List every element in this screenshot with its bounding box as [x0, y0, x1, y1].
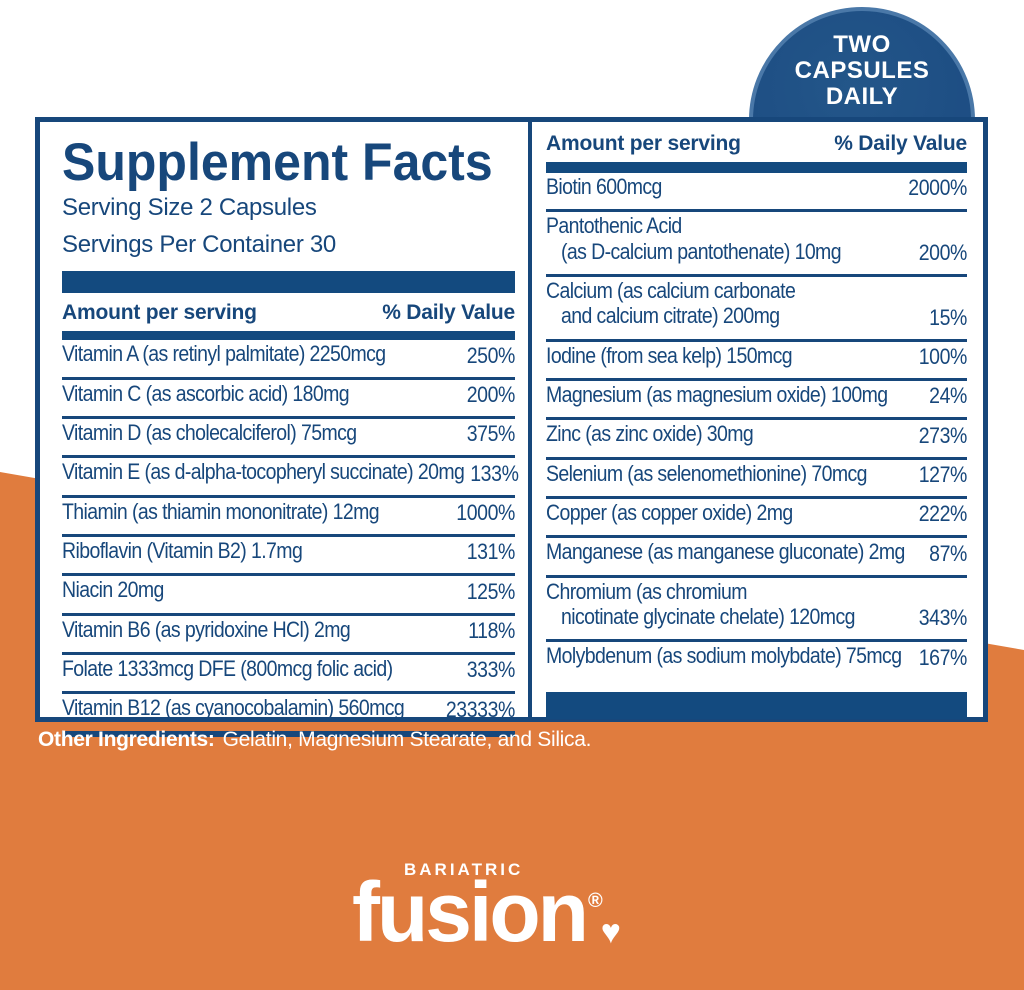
daily-value: 250%: [466, 343, 516, 369]
nutrient-name: Pantothenic Acid (as D-calcium pantothena…: [546, 214, 842, 265]
table-row: Copper (as copper oxide) 2mg 222%: [546, 499, 968, 539]
right-column: Amount per serving % Daily Value Biotin …: [528, 122, 983, 719]
table-row: Zinc (as zinc oxide) 30mg 273%: [546, 420, 968, 460]
nutrient-name: Selenium (as selenomethionine) 70mcg: [546, 461, 868, 487]
left-column-header: Amount per serving % Daily Value: [62, 293, 515, 341]
daily-value: 2000%: [908, 176, 967, 202]
nutrient-name: Vitamin A (as retinyl palmitate) 2250mcg: [62, 342, 386, 367]
left-table-rows: Vitamin A (as retinyl palmitate) 2250mcg…: [62, 340, 519, 737]
daily-value: 131%: [466, 540, 516, 566]
serving-size: Serving Size 2 Capsules: [62, 194, 317, 221]
nutrient-name: Vitamin E (as d-alpha-tocopheryl succina…: [62, 460, 465, 485]
table-row: Pantothenic Acid (as D-calcium pantothena…: [546, 212, 968, 278]
registered-trademark-icon: ®: [587, 890, 603, 912]
table-row: Molybdenum (as sodium molybdate) 75mcg 16…: [546, 642, 967, 678]
nutrient-name: Vitamin C (as ascorbic acid) 180mg: [62, 381, 350, 407]
daily-value: 222%: [918, 502, 968, 528]
daily-value: 273%: [918, 423, 968, 449]
daily-value: 133%: [470, 461, 519, 487]
table-row: Folate 1333mcg DFE (800mcg folic acid) 33…: [62, 655, 516, 695]
daily-value: 127%: [918, 463, 968, 488]
nutrient-name: Calcium (as calcium carbonate and calcium…: [546, 278, 796, 330]
daily-value: 24%: [929, 384, 967, 410]
other-ingredients-label: Other Ingredients:: [38, 728, 215, 751]
table-row: Iodine (from sea kelp) 150mcg 100%: [546, 342, 968, 382]
table-row: Manganese (as manganese gluconate) 2mg 87…: [546, 538, 967, 578]
table-row: Magnesium (as magnesium oxide) 100mg 24%: [546, 381, 967, 421]
nutrient-name: Iodine (from sea kelp) 150mcg: [546, 343, 793, 369]
table-row: Vitamin C (as ascorbic acid) 180mg 200%: [62, 380, 515, 419]
daily-value: 200%: [466, 382, 516, 408]
daily-value: 125%: [466, 579, 516, 605]
nutrient-name: Riboflavin (Vitamin B2) 1.7mg: [62, 538, 303, 564]
table-row: Biotin 600mcg 2000%: [546, 173, 967, 213]
table-row: Calcium (as calcium carbonate and calcium…: [546, 277, 967, 342]
nutrient-name: Vitamin B12 (as cyanocobalamin) 560mcg: [62, 696, 405, 722]
daily-value: 118%: [468, 618, 515, 644]
brand-wordmark: fusion ®♥: [352, 870, 623, 954]
table-row: Chromium (as chromium nicotinate glycinat…: [546, 578, 967, 643]
brand-name-top: BARIATRIC: [404, 860, 524, 879]
nutrient-name: Zinc (as zinc oxide) 30mg: [546, 422, 754, 448]
daily-value: 100%: [918, 345, 968, 370]
daily-value: 167%: [918, 645, 968, 671]
nutrient-name: Vitamin B6 (as pyridoxine HCl) 2mg: [62, 617, 351, 643]
daily-value: 200%: [918, 241, 968, 266]
nutrient-name: Molybdenum (as sodium molybdate) 75mcg: [546, 644, 902, 670]
brand-wordmark-text: fusion: [352, 865, 589, 959]
nutrient-name: Niacin 20mg: [62, 578, 164, 603]
bottom-divider-bar: [546, 691, 967, 719]
daily-value-header: % Daily Value: [382, 301, 515, 325]
heart-icon: ♥: [600, 913, 621, 951]
nutrient-name: Biotin 600mcg: [546, 174, 662, 200]
daily-value: 375%: [466, 422, 516, 448]
badge-line-3: DAILY: [825, 83, 899, 110]
daily-value: 87%: [929, 541, 967, 567]
nutrient-name: Manganese (as manganese gluconate) 2mg: [546, 540, 905, 566]
panel-title: Supplement Facts: [62, 132, 493, 192]
servings-per-container: Servings Per Container 30: [62, 231, 336, 259]
daily-value: 15%: [929, 305, 967, 331]
table-row: Thiamin (as thiamin mononitrate) 12mg 100…: [62, 498, 515, 537]
table-row: Niacin 20mg 125%: [62, 576, 516, 616]
other-ingredients: Other Ingredients: Gelatin, Magnesium Ste…: [38, 728, 591, 752]
nutrient-name: Folate 1333mcg DFE (800mcg folic acid): [62, 656, 393, 682]
nutrient-name: Magnesium (as magnesium oxide) 100mg: [546, 382, 888, 408]
right-column-header: Amount per serving % Daily Value: [546, 126, 967, 173]
right-table-rows: Biotin 600mcg 2000% Pantothenic Acid (as D-…: [546, 173, 967, 679]
left-column: Supplement Facts Serving Size 2 Capsules…: [40, 122, 528, 737]
other-ingredients-text: Gelatin, Magnesium Stearate, and Silica.: [222, 728, 592, 751]
table-row: Vitamin B6 (as pyridoxine HCl) 2mg 118%: [62, 616, 515, 655]
brand-logo: BARIATRIC fusion ®♥: [352, 860, 623, 954]
badge-line-1: TWO: [833, 31, 891, 58]
daily-value: 1000%: [456, 500, 515, 526]
nutrient-name: Thiamin (as thiamin mononitrate) 12mg: [62, 499, 380, 525]
table-row: Selenium (as selenomethionine) 70mcg 127%: [546, 460, 968, 500]
supplement-facts-panel: Supplement Facts Serving Size 2 Capsules…: [35, 117, 988, 737]
divider-bar: [62, 271, 515, 294]
table-row: Vitamin D (as cholecalciferol) 75mcg 375%: [62, 419, 516, 459]
daily-value: 23333%: [445, 697, 516, 723]
badge-line-2: CAPSULES: [794, 57, 930, 84]
amount-per-serving-header: Amount per serving: [546, 132, 741, 155]
nutrient-name: Copper (as copper oxide) 2mg: [546, 500, 793, 526]
nutrient-name: Chromium (as chromium nicotinate glycinat…: [546, 579, 855, 630]
daily-value: 343%: [918, 606, 968, 632]
amount-per-serving-header: Amount per serving: [62, 301, 257, 325]
daily-value: 333%: [466, 658, 516, 684]
nutrient-name: Vitamin D (as cholecalciferol) 75mcg: [62, 420, 357, 446]
badge-text: TWO CAPSULES DAILY: [753, 32, 971, 110]
table-row: Vitamin B12 (as cyanocobalamin) 560mcg 23…: [62, 694, 516, 737]
daily-value-header: % Daily Value: [834, 132, 967, 155]
table-row: Riboflavin (Vitamin B2) 1.7mg 131%: [62, 537, 516, 577]
table-row: Vitamin A (as retinyl palmitate) 2250mcg…: [62, 340, 516, 380]
table-row: Vitamin E (as d-alpha-tocopheryl succina…: [62, 458, 519, 498]
